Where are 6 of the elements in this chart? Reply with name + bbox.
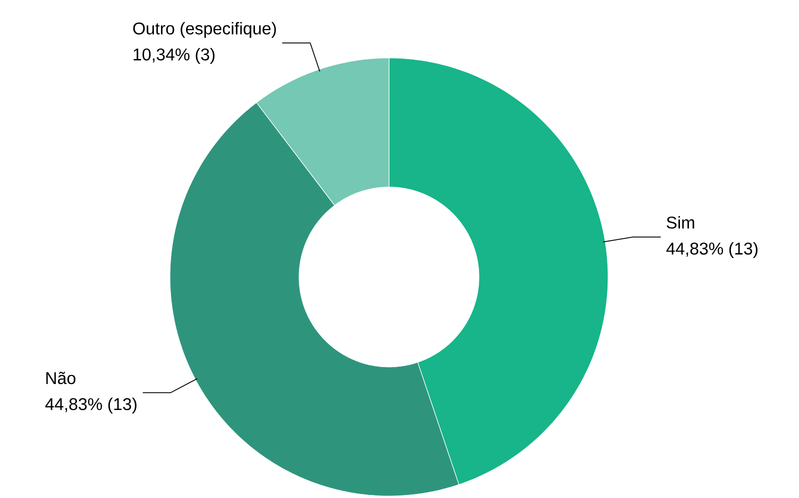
data-label: 44,83% (13) [666, 242, 758, 258]
slice-label: Outro (especifique) [133, 22, 276, 38]
slice-label: Não [46, 372, 76, 384]
data-label: 44,83% (13) [45, 398, 136, 414]
data-label: 10,34% (3) [134, 48, 214, 64]
slice-label: Sim [666, 216, 694, 229]
